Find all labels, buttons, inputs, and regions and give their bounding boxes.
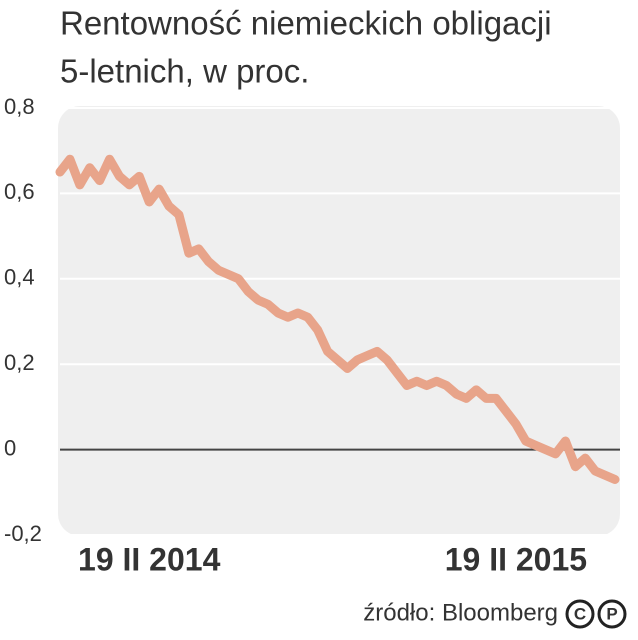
chart-title: Rentowność niemieckich obligacji (60, 5, 552, 42)
logo-letter: C (574, 604, 586, 623)
x-tick-label: 19 II 2014 (78, 541, 221, 577)
y-tick-label: 0,4 (4, 265, 35, 290)
plot-background (58, 106, 620, 536)
logo-circle (597, 599, 627, 629)
chart-title: 5-letnich, w proc. (60, 53, 309, 90)
y-tick-label: 0 (4, 435, 16, 460)
line (55, 154, 620, 484)
y-tick-label: 0,6 (4, 179, 35, 204)
y-tick-label: 0,2 (4, 350, 35, 375)
logo-circle (565, 599, 595, 629)
source: źródło: Bloomberg (363, 599, 558, 626)
logo-letter: P (606, 604, 617, 623)
y-tick-label: -0,2 (4, 521, 42, 546)
x-tick-label: 19 II 2015 (445, 541, 587, 577)
y-tick-label: 0,8 (4, 94, 35, 119)
